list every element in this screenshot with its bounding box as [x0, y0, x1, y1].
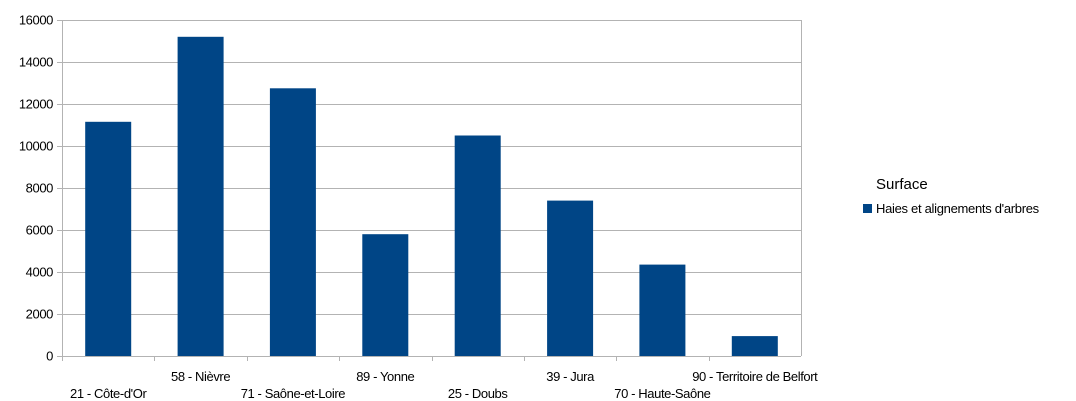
x-tick-label: 70 - Haute-Saône	[614, 386, 710, 401]
bar	[362, 234, 409, 356]
x-tick-label: 71 - Saône-et-Loire	[241, 386, 346, 401]
x-axis: 21 - Côte-d'Or 58 - Nièvre 71 - Saône-et-L…	[62, 356, 819, 401]
bars	[85, 36, 778, 357]
bar	[454, 135, 501, 356]
y-tick-label: 6000	[26, 223, 53, 238]
legend-title: Surface	[876, 176, 928, 193]
bar	[639, 264, 686, 356]
bar	[269, 88, 316, 357]
gridlines	[62, 20, 802, 361]
x-tick-label: 89 - Yonne	[356, 369, 414, 384]
legend-swatch	[863, 204, 872, 213]
y-tick-label: 2000	[26, 307, 53, 322]
y-tick-label: 10000	[19, 139, 53, 154]
y-tick-label: 0	[46, 349, 53, 364]
x-tick-label: 58 - Nièvre	[171, 369, 230, 384]
bar	[177, 36, 224, 357]
legend-label: Haies et alignements d'arbres	[876, 201, 1040, 216]
x-tick-label: 39 - Jura	[546, 369, 595, 384]
bar	[731, 336, 778, 356]
x-tick-label: 25 - Doubs	[448, 386, 508, 401]
x-tick-label: 90 - Territoire de Belfort	[692, 369, 818, 384]
bar	[85, 121, 132, 356]
y-tick-label: 16000	[19, 13, 53, 28]
y-tick-label: 8000	[26, 181, 53, 196]
y-tick-label: 12000	[19, 97, 53, 112]
x-tick-label: 21 - Côte-d'Or	[70, 386, 147, 401]
y-axis: 0 2000 4000 6000 8000 10000 12000 14000 16000	[19, 13, 62, 364]
y-tick-label: 14000	[19, 55, 53, 70]
y-tick-label: 4000	[26, 265, 53, 280]
bar	[547, 200, 594, 356]
legend: Surface Haies et alignements d'arbres	[863, 176, 1040, 216]
